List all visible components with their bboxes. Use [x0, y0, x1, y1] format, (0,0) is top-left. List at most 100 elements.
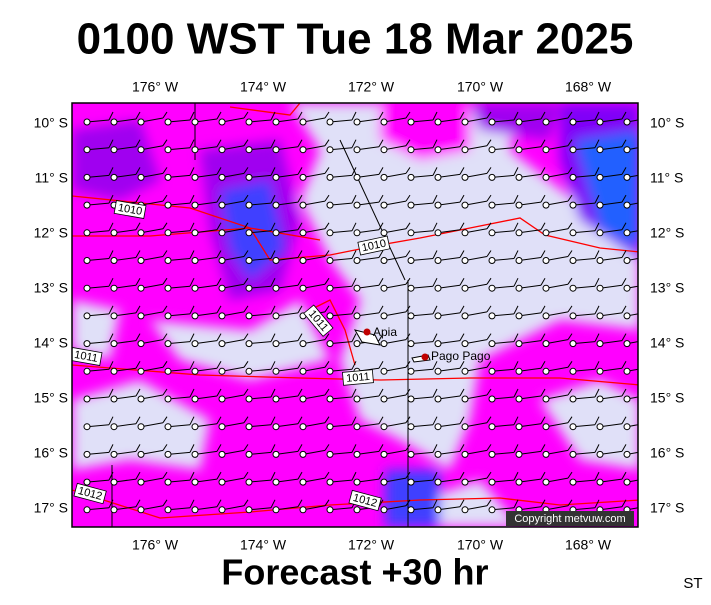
barb-flag [621, 444, 627, 452]
station [407, 423, 415, 431]
station [326, 229, 334, 237]
barb-flag [649, 361, 653, 367]
barb-shaft [140, 449, 164, 455]
station [110, 478, 118, 486]
barb-shaft [545, 366, 569, 372]
barb-shaft [302, 256, 326, 261]
barb-shaft [329, 285, 353, 289]
barb-flag [351, 222, 357, 232]
barb-shaft [194, 257, 218, 261]
barb-shaft [167, 313, 191, 317]
barb-flag [297, 139, 303, 147]
title: 0100 WST Tue 18 Mar 2025 [77, 15, 634, 64]
barb-shaft [464, 228, 488, 234]
barb-flag [135, 277, 141, 286]
station [461, 201, 469, 209]
barb-shaft [491, 368, 515, 372]
barb-flag [432, 499, 438, 509]
barb-shaft [383, 256, 407, 261]
barb-flag [405, 471, 411, 479]
barb-flag [162, 333, 168, 340]
station [83, 395, 91, 403]
barb-flag [297, 250, 303, 258]
barb-flag [378, 388, 384, 397]
barb-flag [378, 333, 384, 341]
barb-flag [540, 277, 546, 286]
barb-flag [351, 139, 357, 148]
barb-shaft [410, 147, 434, 151]
barb-flag [135, 222, 141, 231]
station [137, 423, 145, 431]
barb-shaft [572, 424, 596, 428]
station [191, 506, 199, 514]
isobar-label-box [357, 235, 391, 256]
barb-shaft [194, 478, 218, 483]
barb-flag [567, 499, 573, 507]
station [326, 312, 334, 320]
barb-flag [189, 444, 195, 453]
barb-shaft [275, 506, 299, 511]
station [245, 118, 253, 126]
station [488, 450, 496, 458]
barb-flag [567, 111, 573, 119]
station [326, 395, 334, 403]
station [623, 395, 631, 403]
station [488, 201, 496, 209]
lat-label-left: 10° S [34, 115, 68, 131]
station [407, 118, 415, 126]
barb-flag [540, 250, 546, 258]
barb-flag [567, 305, 573, 313]
station [218, 146, 226, 154]
barb-shaft [599, 284, 623, 289]
barb-shaft [383, 200, 407, 206]
station [596, 340, 604, 348]
station [218, 284, 226, 292]
barb-shaft [437, 257, 461, 261]
barb-flag [270, 499, 276, 509]
station [488, 146, 496, 154]
barb-flag [459, 416, 465, 424]
barb-shaft [410, 230, 434, 234]
barb-flag [189, 305, 195, 315]
barb-flag [594, 139, 600, 148]
station [380, 312, 388, 320]
station [569, 450, 577, 458]
barb-flag [594, 333, 600, 342]
station [83, 340, 91, 348]
barb-shaft [113, 173, 137, 178]
barb-flag [216, 388, 222, 397]
station [83, 506, 91, 514]
barb-shaft [194, 423, 218, 428]
barb-shaft [626, 368, 638, 372]
station [569, 284, 577, 292]
barb-flag [216, 111, 222, 120]
station [110, 367, 118, 375]
barb-flag [513, 416, 519, 425]
station [272, 423, 280, 431]
barb-flag [486, 361, 492, 368]
station [353, 257, 361, 264]
station [488, 340, 496, 348]
barb-shaft [599, 118, 623, 123]
barb-flag [189, 499, 195, 509]
station [461, 395, 469, 403]
barb-shaft [167, 424, 191, 428]
barb-flag [162, 444, 168, 451]
isobar-label-box [303, 304, 334, 337]
barb-shaft [221, 449, 245, 455]
barb-flag [540, 139, 546, 147]
barb-flag [567, 167, 573, 174]
station [623, 257, 631, 264]
barb-flag [216, 471, 222, 480]
barb-shaft [113, 506, 137, 511]
wind-barbs [83, 111, 653, 514]
barb-shaft [329, 507, 353, 511]
barb-flag [432, 111, 438, 121]
barb-shaft [221, 200, 245, 206]
footer: Forecast +30 hr [221, 552, 488, 593]
barb-shaft [194, 450, 218, 455]
barb-flag [459, 139, 465, 147]
station [461, 146, 469, 154]
barb-flag [297, 416, 303, 424]
